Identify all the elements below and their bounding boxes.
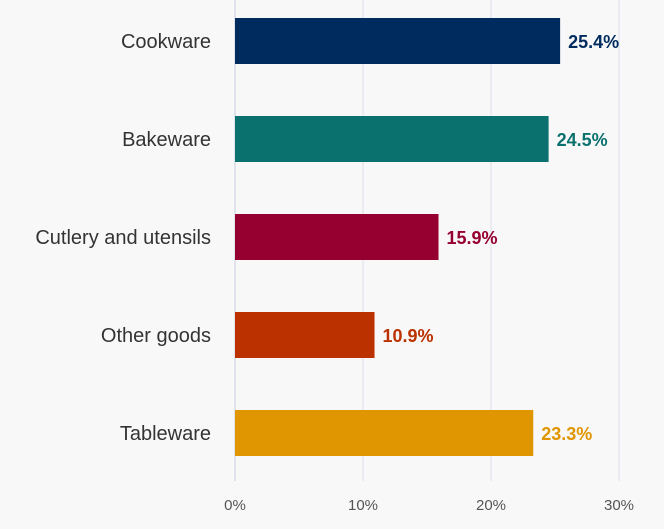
bars [235, 18, 561, 456]
value-label: 15.9% [447, 228, 498, 248]
value-label: 23.3% [541, 424, 592, 444]
category-label: Other goods [101, 325, 211, 347]
x-tick-label: 30% [604, 497, 634, 514]
x-tick-label: 10% [348, 497, 378, 514]
x-tick-label: 20% [476, 497, 506, 514]
value-label: 10.9% [383, 326, 434, 346]
bar-bakeware [235, 116, 549, 162]
bar-cookware [235, 18, 561, 64]
category-label: Cutlery and utensils [35, 227, 211, 249]
labels: 0% 10% 20% 30% Cookware 25.4% Bakeware 24.5% Cut… [35, 31, 634, 514]
bar-cutlery-and-utensils [235, 214, 439, 260]
value-label: 24.5% [557, 130, 608, 150]
category-label: Cookware [121, 31, 211, 53]
category-label: Tableware [120, 423, 211, 445]
x-tick-label: 0% [224, 497, 246, 514]
bar-other-goods [235, 312, 375, 358]
category-label: Bakeware [122, 129, 211, 151]
value-label: 25.4% [568, 32, 619, 52]
bar-tableware [235, 410, 534, 456]
